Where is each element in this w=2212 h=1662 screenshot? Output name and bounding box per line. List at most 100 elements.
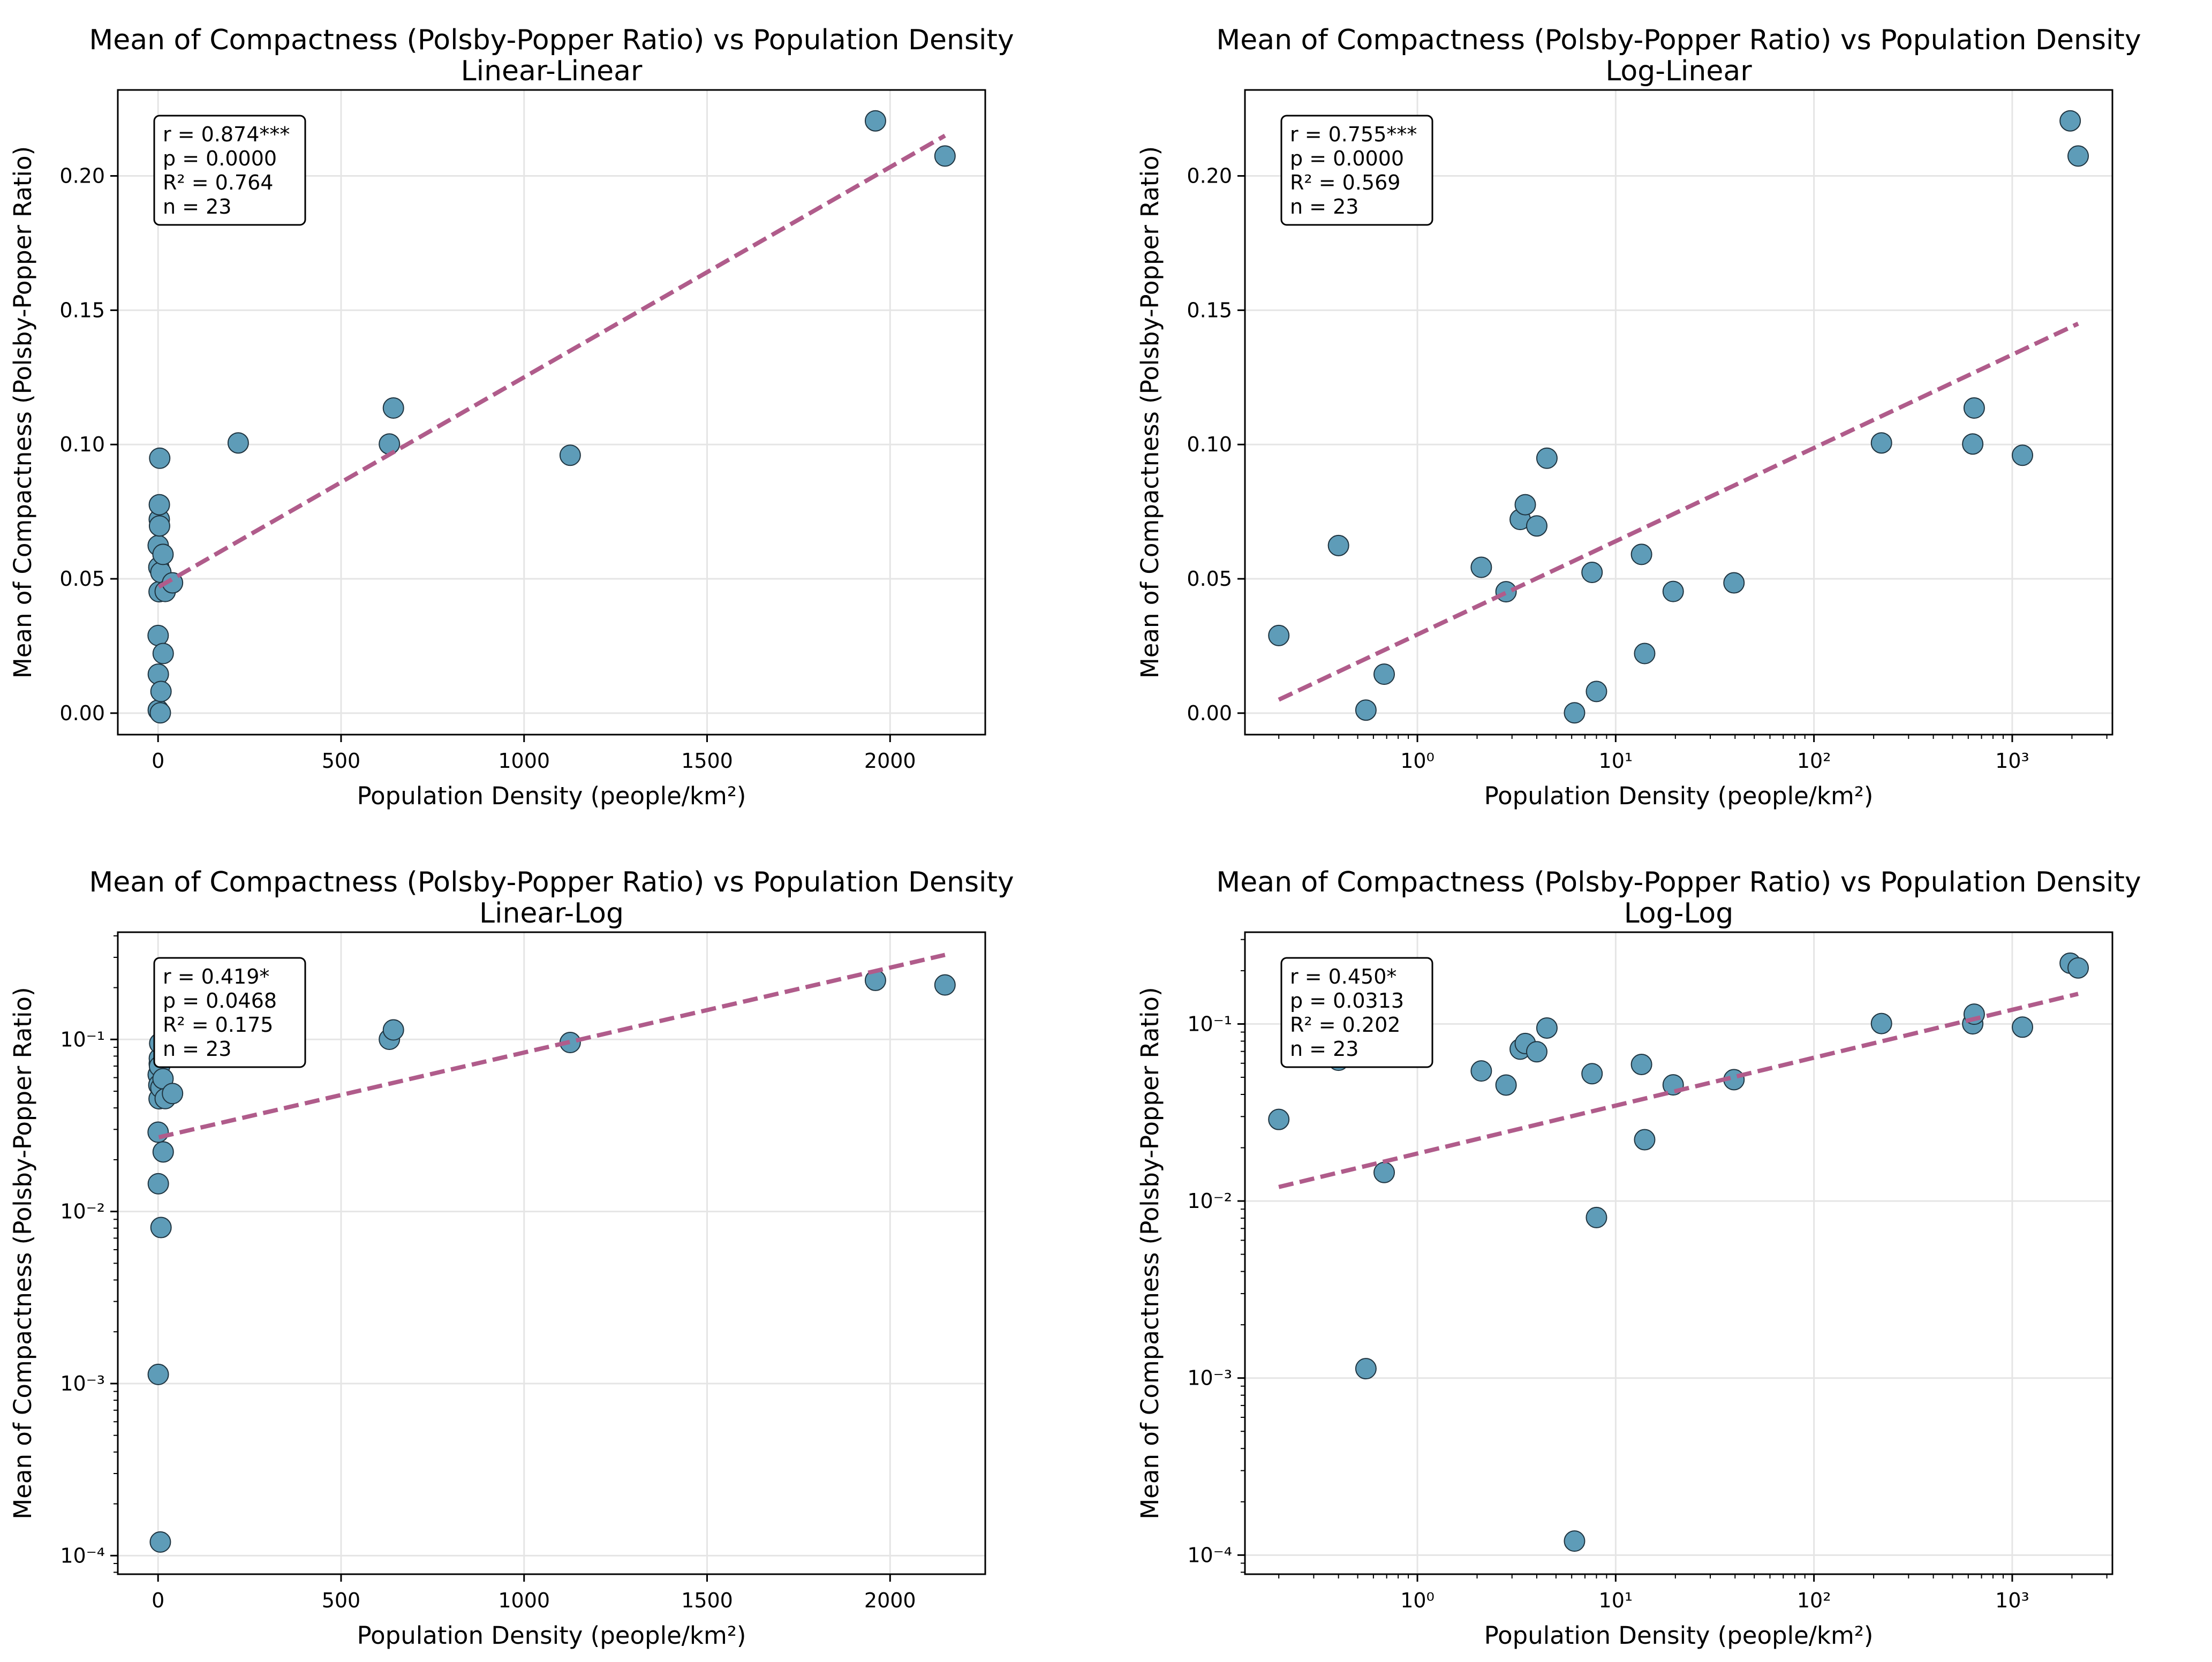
y-tick-label: 0.10: [59, 433, 105, 456]
chart-subtitle: Linear-Linear: [461, 55, 643, 87]
y-tick-label: 10⁻³: [1187, 1366, 1232, 1390]
data-point: [1870, 432, 1892, 454]
y-tick-label: 0.10: [1187, 433, 1232, 456]
chart-title: Mean of Compactness (Polsby-Popper Ratio…: [1216, 24, 2141, 56]
data-point: [1355, 699, 1377, 721]
x-axis-label: Population Density (people/km²): [1484, 1621, 1874, 1650]
x-axis: 10⁰ 10¹ 10² 10³: [1278, 735, 2108, 773]
data-point: [1526, 1041, 1547, 1063]
regression-line: [158, 953, 946, 1139]
x-tick-label: 0: [152, 749, 164, 773]
data-point: [1536, 1017, 1558, 1039]
stats-line: n = 23: [163, 1037, 231, 1061]
grid-lines: [1245, 90, 2112, 735]
x-axis-label: Population Density (people/km²): [357, 782, 746, 810]
data-point: [1327, 534, 1349, 556]
grid-lines: [1245, 932, 2112, 1574]
chart-subtitle: Log-Linear: [1605, 55, 1752, 87]
data-point: [1870, 1013, 1892, 1034]
x-axis: 0 500 1000 1500 2000: [152, 1574, 916, 1612]
stats-box-frame: [1280, 115, 1433, 226]
stats-line: R² = 0.175: [163, 1013, 273, 1037]
data-point: [150, 681, 172, 702]
y-tick-label: 0.20: [1187, 164, 1232, 188]
stats-line: R² = 0.569: [1290, 171, 1400, 194]
chart-subtitle: Linear-Log: [479, 897, 624, 930]
data-point: [1581, 1063, 1603, 1085]
data-point: [149, 702, 171, 724]
x-axis-label: Population Density (people/km²): [357, 1621, 746, 1650]
chart-panel-3: 0 500 1000 1500 2000 10⁻⁴ 10⁻³ 10⁻² 10⁻¹ Mean of …: [9, 866, 1014, 1650]
regression-line: [157, 133, 946, 589]
data-point: [379, 433, 401, 455]
chart-panel-2: 10⁰ 10¹ 10² 10³ 0.00 0.05 0.10 0.15 0.20 Mean of …: [1136, 24, 2141, 810]
axes-frame: [1244, 931, 2113, 1575]
data-point: [148, 515, 170, 537]
x-tick-label: 10²: [1797, 1589, 1831, 1612]
stats-line: r = 0.755***: [1290, 123, 1417, 146]
x-tick-label: 10²: [1797, 749, 1831, 773]
data-point: [1470, 1060, 1492, 1082]
chart-title: Mean of Compactness (Polsby-Popper Ratio…: [1216, 866, 2141, 898]
x-tick-label: 2000: [864, 749, 916, 773]
data-point: [152, 543, 174, 565]
data-point: [1723, 572, 1745, 594]
y-axis: 0.00 0.05 0.10 0.15 0.20: [59, 164, 118, 725]
x-tick-label: 10³: [1995, 749, 2029, 773]
y-axis: 10⁻⁴ 10⁻³ 10⁻² 10⁻¹: [60, 935, 118, 1573]
data-point: [1268, 1108, 1290, 1130]
y-tick-label: 0.05: [59, 567, 105, 591]
y-axis-label: Mean of Compactness (Polsby-Popper Ratio…: [9, 987, 37, 1519]
data-point: [1586, 1206, 1607, 1228]
data-point: [1564, 1530, 1586, 1552]
x-tick-label: 10¹: [1599, 749, 1633, 773]
stats-box-frame: [153, 115, 306, 226]
data-point: [148, 494, 170, 516]
chart-panel-4: 10⁰ 10¹ 10² 10³ 10⁻⁴ 10⁻³ 10⁻² 10⁻¹ Mean of Comp…: [1136, 866, 2141, 1650]
grid-lines: [118, 90, 985, 735]
x-tick-label: 10³: [1995, 1589, 2029, 1612]
y-tick-label: 10⁻³: [60, 1372, 105, 1395]
data-point: [1470, 556, 1492, 578]
data-point: [1962, 433, 1984, 455]
data-point: [1586, 681, 1607, 702]
data-point: [382, 397, 404, 419]
data-point: [1355, 1358, 1377, 1380]
stats-line: n = 23: [1290, 195, 1358, 218]
x-tick-label: 1000: [498, 1589, 550, 1612]
data-point: [2067, 145, 2089, 167]
y-axis-label: Mean of Compactness (Polsby-Popper Ratio…: [9, 146, 37, 678]
regression-line: [1278, 992, 2079, 1189]
y-tick-label: 0.00: [1187, 701, 1232, 725]
stats-line: n = 23: [1290, 1037, 1358, 1061]
data-point: [382, 1019, 404, 1041]
stats-line: R² = 0.202: [1290, 1013, 1400, 1037]
y-tick-label: 10⁻²: [1187, 1189, 1232, 1213]
data-point: [149, 1531, 171, 1553]
data-point: [1373, 663, 1395, 685]
data-point: [1526, 515, 1547, 537]
stats-box-frame: [153, 957, 306, 1068]
x-axis-label: Population Density (people/km²): [1484, 782, 1874, 810]
regression-line: [1278, 321, 2079, 702]
stats-line: R² = 0.764: [163, 171, 273, 194]
x-tick-label: 1500: [681, 1589, 733, 1612]
stats-line: p = 0.0313: [1290, 989, 1404, 1013]
y-tick-label: 10⁻¹: [1187, 1012, 1232, 1036]
data-point: [152, 1141, 174, 1163]
x-axis: 0 500 1000 1500 2000: [152, 735, 916, 773]
x-tick-label: 1000: [498, 749, 550, 773]
y-tick-label: 10⁻⁴: [1187, 1543, 1232, 1567]
data-point: [147, 1363, 169, 1385]
y-axis-label: Mean of Compactness (Polsby-Popper Ratio…: [1136, 146, 1164, 678]
stats-line: p = 0.0000: [1290, 147, 1404, 170]
data-point: [1536, 447, 1558, 469]
x-tick-label: 1500: [681, 749, 733, 773]
x-tick-label: 500: [322, 1589, 361, 1612]
data-point: [1634, 1129, 1656, 1151]
y-axis: 0.00 0.05 0.10 0.15 0.20: [1187, 164, 1245, 725]
